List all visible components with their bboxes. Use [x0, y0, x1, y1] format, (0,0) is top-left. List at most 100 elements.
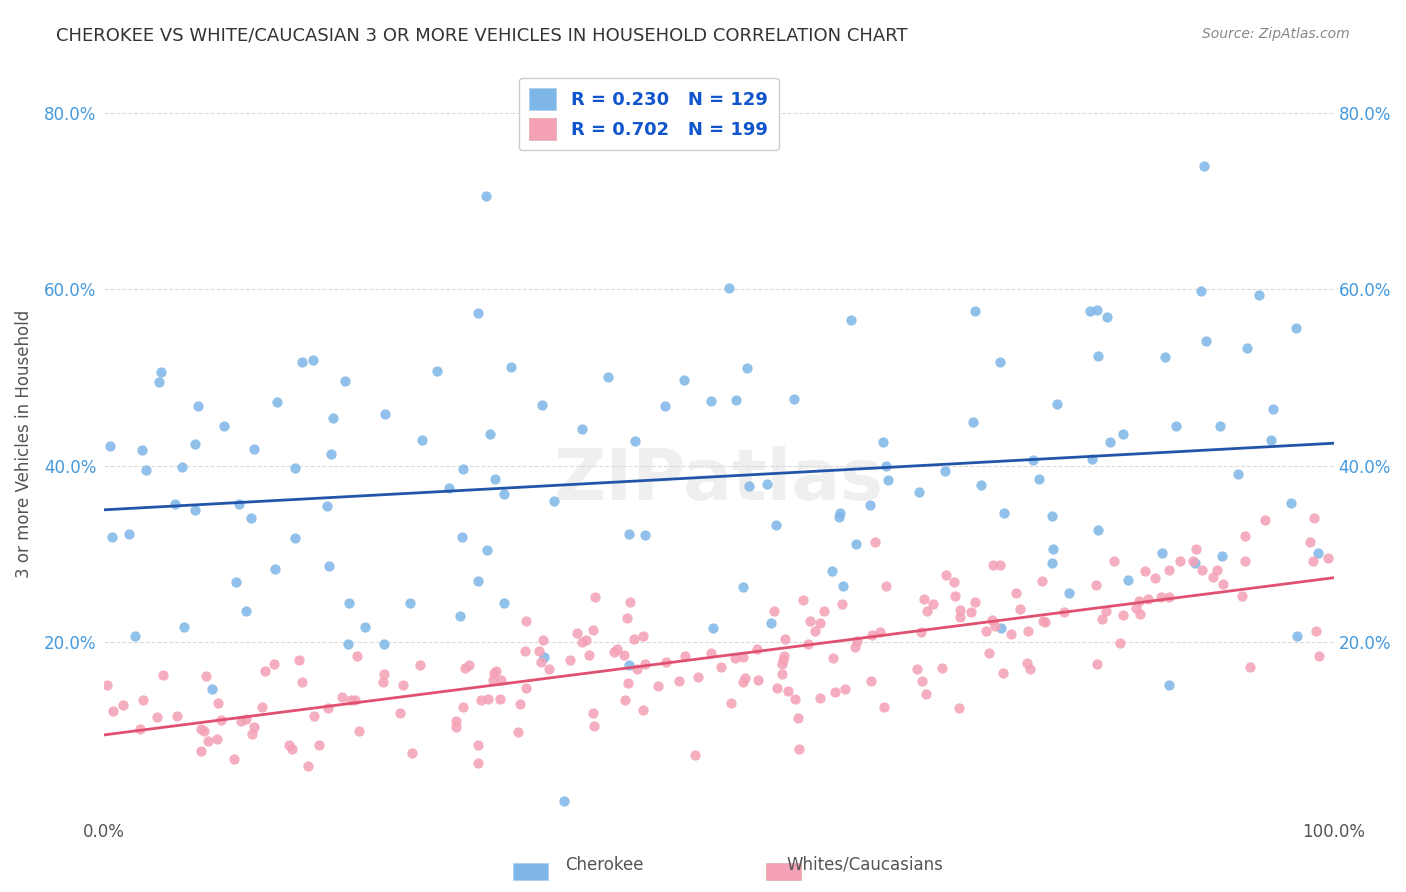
Point	[718, 281, 741, 295]
Point	[668, 673, 690, 688]
Point	[734, 671, 756, 685]
Point	[444, 714, 467, 728]
Point	[773, 648, 796, 663]
Point	[467, 306, 489, 320]
Point	[346, 648, 368, 663]
Point	[619, 527, 641, 541]
Point	[437, 482, 460, 496]
Point	[537, 662, 560, 676]
Point	[515, 681, 537, 696]
Point	[453, 699, 475, 714]
Point	[922, 597, 945, 611]
Point	[915, 604, 938, 618]
Point	[163, 497, 186, 511]
Point	[959, 605, 981, 619]
Point	[1095, 604, 1118, 618]
Point	[1143, 571, 1166, 585]
Point	[1184, 541, 1206, 556]
Point	[467, 574, 489, 588]
Point	[775, 632, 797, 647]
Point	[475, 542, 498, 557]
Point	[222, 752, 245, 766]
Point	[1191, 563, 1213, 577]
Point	[281, 742, 304, 756]
Point	[583, 719, 606, 733]
Point	[796, 637, 818, 651]
Point	[392, 678, 415, 692]
Point	[531, 399, 554, 413]
Point	[112, 698, 135, 712]
Point	[654, 399, 676, 413]
Point	[101, 704, 124, 718]
Point	[948, 701, 970, 715]
Point	[291, 355, 314, 369]
Point	[700, 394, 723, 409]
Point	[411, 433, 433, 447]
Point	[1260, 433, 1282, 447]
Point	[264, 562, 287, 576]
Point	[1087, 657, 1109, 672]
Point	[603, 645, 626, 659]
Point	[499, 359, 522, 374]
Point	[101, 530, 124, 544]
Point	[619, 595, 641, 609]
Point	[201, 681, 224, 696]
Point	[332, 690, 354, 704]
Point	[288, 653, 311, 667]
Text: ZIPatlas: ZIPatlas	[554, 447, 883, 516]
Point	[1249, 287, 1271, 301]
Point	[970, 478, 993, 492]
Point	[844, 640, 866, 654]
Point	[963, 304, 986, 318]
Point	[983, 619, 1005, 633]
Point	[766, 681, 789, 695]
Point	[673, 373, 696, 387]
Point	[1032, 614, 1054, 628]
Point	[229, 714, 252, 728]
Point	[571, 634, 593, 648]
Point	[1095, 310, 1118, 324]
Point	[1098, 434, 1121, 449]
Point	[747, 673, 769, 687]
Point	[763, 604, 786, 618]
Point	[1085, 303, 1108, 318]
Point	[1233, 529, 1256, 543]
Point	[828, 506, 851, 520]
Point	[785, 692, 807, 706]
Point	[571, 422, 593, 436]
Point	[778, 683, 800, 698]
Point	[981, 613, 1004, 627]
Point	[828, 509, 851, 524]
Point	[190, 722, 212, 736]
Point	[988, 558, 1011, 572]
Point	[1128, 594, 1150, 608]
Point	[124, 629, 146, 643]
Point	[863, 534, 886, 549]
Text: Whites/Caucasians: Whites/Caucasians	[786, 855, 943, 873]
Point	[1239, 659, 1261, 673]
Point	[831, 597, 853, 611]
Point	[1194, 159, 1216, 173]
Point	[302, 708, 325, 723]
Point	[1085, 578, 1108, 592]
Point	[235, 603, 257, 617]
Point	[905, 662, 928, 676]
Point	[935, 567, 957, 582]
Point	[209, 714, 232, 728]
Point	[297, 758, 319, 772]
Point	[449, 609, 471, 624]
Point	[1305, 624, 1327, 639]
Point	[1302, 511, 1324, 525]
Point	[875, 579, 897, 593]
Point	[710, 660, 733, 674]
Point	[533, 649, 555, 664]
Point	[872, 435, 894, 450]
Point	[318, 559, 340, 574]
Point	[235, 712, 257, 726]
Point	[993, 506, 1015, 520]
Point	[1236, 341, 1258, 355]
Point	[834, 681, 856, 696]
Point	[316, 499, 339, 513]
Point	[187, 399, 209, 413]
Point	[1285, 629, 1308, 643]
